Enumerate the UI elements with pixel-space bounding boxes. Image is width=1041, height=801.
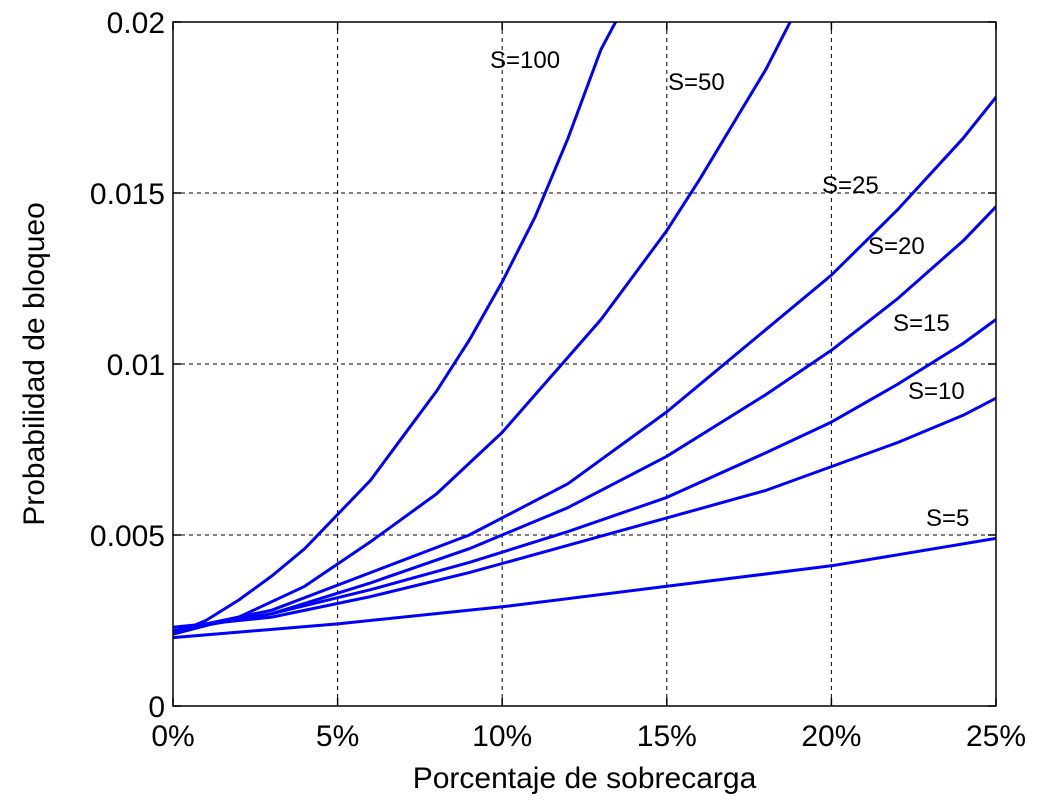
series-line-s-10 (173, 396, 996, 629)
series-layer (173, 22, 996, 640)
series-line-s-100 (173, 22, 618, 636)
series-line-s-5 (173, 536, 996, 640)
series-line-s-25 (173, 95, 996, 633)
grid-layer (173, 22, 996, 706)
series-label-s-20: S=20 (868, 233, 925, 260)
x-tick-label: 15% (637, 720, 697, 753)
ticks-layer: 0% 5% 10% 15% 20% 25% 0 0.005 0.01 0.015 0.02 (90, 7, 1026, 753)
y-tick-label: 0.01 (107, 349, 165, 382)
series-label-s-15: S=15 (893, 310, 950, 337)
x-tick-label: 10% (472, 720, 532, 753)
series-line-s-50 (173, 22, 792, 636)
series-label-s-5: S=5 (926, 505, 969, 532)
series-line-s-20 (173, 205, 996, 633)
series-label-s-100: S=100 (490, 47, 560, 74)
y-tick-label: 0 (148, 691, 165, 724)
series-label-s-10: S=10 (908, 378, 965, 405)
x-tick-label: 20% (801, 720, 861, 753)
x-tick-label: 5% (316, 720, 359, 753)
x-tick-label: 0% (151, 720, 194, 753)
y-axis-title: Probabilidad de bloqueo (18, 202, 51, 526)
series-label-s-50: S=50 (668, 69, 725, 96)
series-line-s-15 (173, 318, 996, 633)
series-label-s-25: S=25 (822, 172, 879, 199)
x-tick-label: 25% (966, 720, 1026, 753)
y-tick-label: 0.02 (107, 7, 165, 40)
series-labels-layer: S=100 S=50 S=25 S=20 S=15 S=10 S=5 (490, 47, 969, 532)
x-axis-title: Porcentaje de sobrecarga (413, 762, 757, 795)
y-tick-label: 0.015 (90, 178, 165, 211)
y-tick-label: 0.005 (90, 520, 165, 553)
